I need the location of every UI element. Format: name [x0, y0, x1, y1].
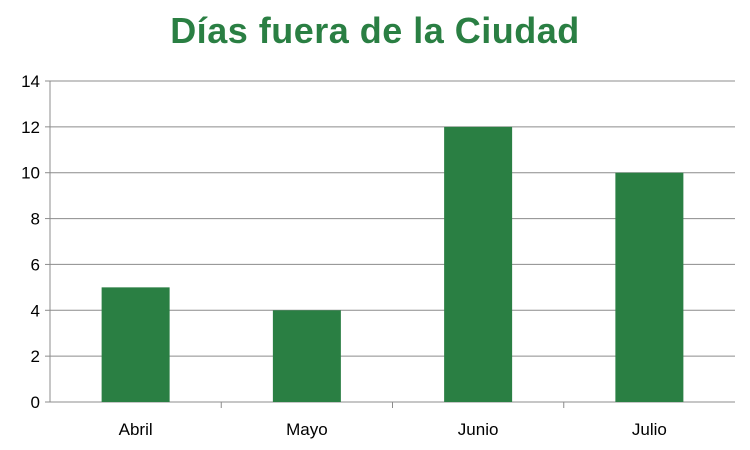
y-tick-label: 8 — [31, 210, 40, 229]
y-tick-label: 6 — [31, 255, 40, 274]
x-tick-label: Junio — [458, 420, 499, 439]
x-tick-label: Mayo — [286, 420, 328, 439]
bar-mayo — [272, 310, 341, 402]
x-tick-labels: Abril Mayo Junio Julio — [119, 420, 667, 439]
x-tick-label: Julio — [632, 420, 667, 439]
y-tick-label: 12 — [21, 118, 40, 137]
y-tick-labels: 0 2 4 6 8 10 12 14 — [21, 72, 40, 412]
bar-julio — [615, 172, 684, 402]
x-tick-label: Abril — [119, 420, 153, 439]
bar-junio — [444, 126, 513, 402]
chart-title: Días fuera de la Ciudad — [170, 10, 580, 51]
bars — [101, 126, 684, 402]
y-tick-label: 14 — [21, 72, 40, 91]
y-tick-label: 4 — [31, 301, 40, 320]
y-tick-label: 10 — [21, 164, 40, 183]
bar-abril — [101, 287, 170, 402]
y-tick-label: 0 — [31, 393, 40, 412]
y-tick-label: 2 — [31, 347, 40, 366]
